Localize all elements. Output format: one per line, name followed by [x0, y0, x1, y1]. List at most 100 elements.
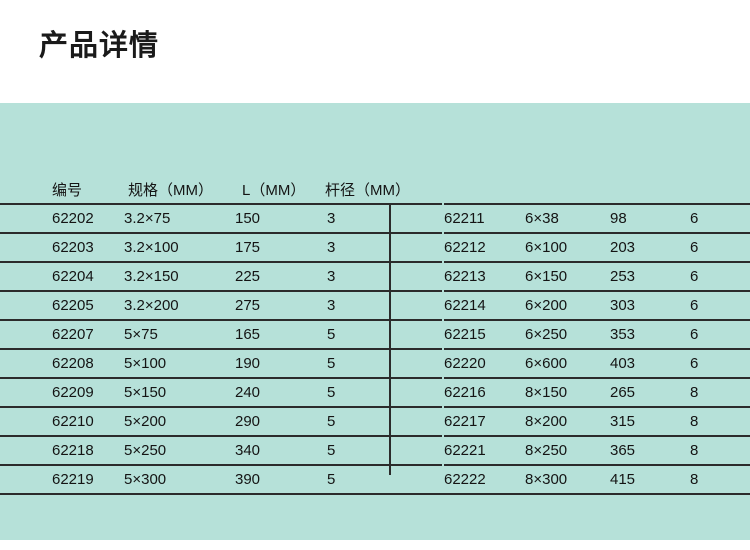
row-gutter: [387, 261, 442, 291]
cell-id: 62210: [0, 406, 124, 436]
cell-rod-diameter: 8: [690, 377, 750, 407]
row-gutter: [387, 377, 442, 407]
cell-length: 365: [610, 435, 690, 465]
cell-rod-diameter: 6: [690, 348, 750, 378]
cell-spec: 6×100: [525, 232, 610, 262]
cell-rod-diameter: 8: [690, 406, 750, 436]
column-header-id: 编号: [52, 182, 83, 199]
cell-length: 390: [235, 464, 327, 495]
cell-rod-diameter: 6: [690, 203, 750, 233]
cell-spec: 3.2×75: [124, 203, 235, 233]
cell-length: 340: [235, 435, 327, 465]
cell-spec: 5×75: [124, 319, 235, 349]
spec-table-left: 62202 3.2×75 150 3 62203 3.2×100 175 3 62204 3.2×…: [0, 203, 442, 495]
table-row: 62216 8×150 265 8: [390, 377, 750, 407]
cell-spec: 5×150: [124, 377, 235, 407]
cell-id: 62208: [0, 348, 124, 378]
cell-id: 62209: [0, 377, 124, 407]
row-gutter: [390, 291, 444, 320]
table-row: 62207 5×75 165 5: [0, 319, 442, 349]
row-gutter: [390, 407, 444, 436]
cell-rod-diameter: 6: [690, 319, 750, 349]
cell-length: 275: [235, 290, 327, 320]
table-row: 62214 6×200 303 6: [390, 290, 750, 320]
cell-rod-diameter: 5: [327, 435, 387, 465]
table-row: 62212 6×100 203 6: [390, 232, 750, 262]
cell-rod-diameter: 3: [327, 290, 387, 320]
cell-spec: 6×200: [525, 290, 610, 320]
cell-rod-diameter: 6: [690, 261, 750, 291]
cell-spec: 3.2×100: [124, 232, 235, 262]
table-row: 62219 5×300 390 5: [0, 464, 442, 495]
cell-id: 62219: [0, 464, 124, 495]
table-row: 62205 3.2×200 275 3: [0, 290, 442, 320]
row-gutter: [390, 465, 444, 495]
cell-rod-diameter: 3: [327, 232, 387, 262]
cell-id: 62217: [444, 406, 525, 436]
column-header-length: L（MM）: [242, 182, 306, 199]
cell-spec: 3.2×150: [124, 261, 235, 291]
table-row: 62213 6×150 253 6: [390, 261, 750, 291]
cell-rod-diameter: 5: [327, 377, 387, 407]
cell-id: 62207: [0, 319, 124, 349]
cell-rod-diameter: 6: [690, 232, 750, 262]
table-row: 62209 5×150 240 5: [0, 377, 442, 407]
cell-spec: 6×600: [525, 348, 610, 378]
cell-spec: 8×300: [525, 464, 610, 495]
cell-spec: 8×250: [525, 435, 610, 465]
cell-length: 225: [235, 261, 327, 291]
cell-rod-diameter: 8: [690, 464, 750, 495]
cell-rod-diameter: 6: [690, 290, 750, 320]
cell-rod-diameter: 5: [327, 319, 387, 349]
cell-length: 315: [610, 406, 690, 436]
row-gutter: [390, 233, 444, 262]
row-gutter: [390, 204, 444, 233]
cell-length: 150: [235, 203, 327, 233]
table-vertical-divider: [389, 203, 391, 475]
cell-id: 62216: [444, 377, 525, 407]
table-row: 62218 5×250 340 5: [0, 435, 442, 465]
cell-spec: 8×150: [525, 377, 610, 407]
cell-length: 353: [610, 319, 690, 349]
cell-length: 203: [610, 232, 690, 262]
row-gutter: [390, 320, 444, 349]
cell-rod-diameter: 5: [327, 464, 387, 495]
table-row: 62204 3.2×150 225 3: [0, 261, 442, 291]
cell-length: 190: [235, 348, 327, 378]
table-row: 62220 6×600 403 6: [390, 348, 750, 378]
cell-id: 62202: [0, 203, 124, 233]
cell-length: 415: [610, 464, 690, 495]
row-gutter: [390, 436, 444, 465]
cell-id: 62204: [0, 261, 124, 291]
page-title: 产品详情: [39, 30, 160, 62]
table-row: 62217 8×200 315 8: [390, 406, 750, 436]
cell-spec: 5×100: [124, 348, 235, 378]
table-row: 62202 3.2×75 150 3: [0, 203, 442, 233]
specification-panel: 编号 规格（MM） L（MM） 杆径（MM） 62202 3.2×75 150 3 62…: [0, 103, 750, 540]
row-gutter: [387, 232, 442, 262]
table-row: 62222 8×300 415 8: [390, 464, 750, 495]
cell-spec: 5×300: [124, 464, 235, 495]
row-gutter: [387, 348, 442, 378]
row-gutter: [387, 290, 442, 320]
table-row: 62203 3.2×100 175 3: [0, 232, 442, 262]
column-header-spec: 规格（MM）: [128, 182, 213, 199]
table-row: 62215 6×250 353 6: [390, 319, 750, 349]
row-gutter: [387, 319, 442, 349]
cell-rod-diameter: 3: [327, 261, 387, 291]
table-row: 62221 8×250 365 8: [390, 435, 750, 465]
cell-spec: 8×200: [525, 406, 610, 436]
cell-spec: 6×38: [525, 203, 610, 233]
table-row: 62211 6×38 98 6: [390, 203, 750, 233]
cell-id: 62205: [0, 290, 124, 320]
cell-length: 290: [235, 406, 327, 436]
cell-length: 303: [610, 290, 690, 320]
cell-rod-diameter: 3: [327, 203, 387, 233]
cell-rod-diameter: 8: [690, 435, 750, 465]
title-area: 产品详情: [0, 0, 750, 103]
cell-spec: 3.2×200: [124, 290, 235, 320]
cell-length: 165: [235, 319, 327, 349]
cell-spec: 6×250: [525, 319, 610, 349]
cell-id: 62214: [444, 290, 525, 320]
